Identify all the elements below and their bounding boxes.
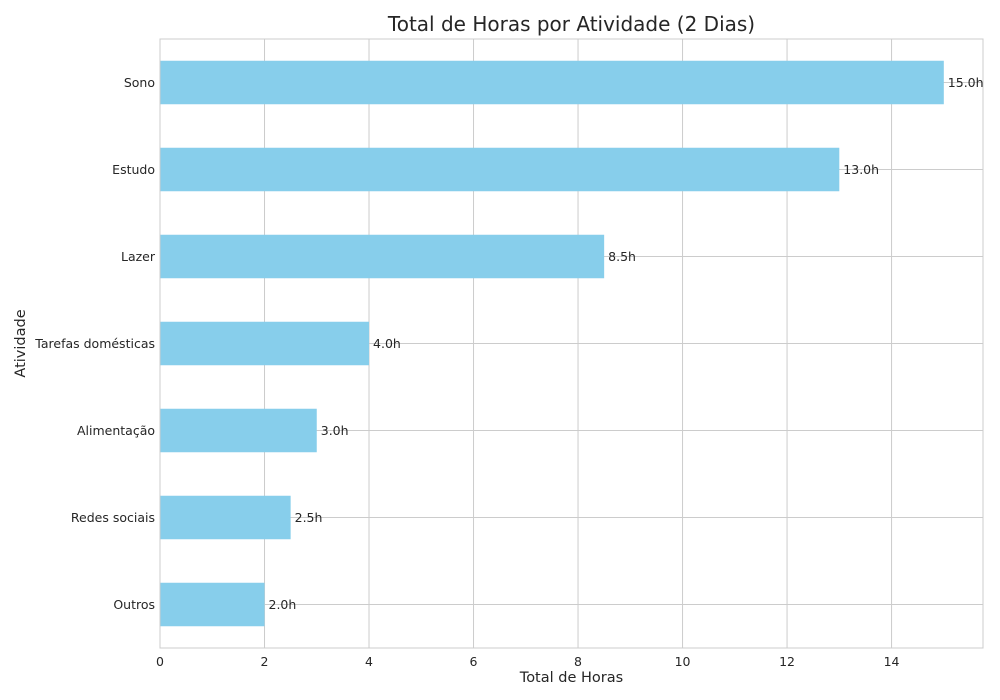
bar [160,408,317,453]
x-tick-label: 2 [261,654,269,669]
bar [160,582,265,627]
y-tick-label: Tarefas domésticas [34,336,155,351]
y-tick-label: Lazer [121,249,156,264]
x-ticks: 0 2 4 6 8 10 12 14 [156,654,900,669]
data-label: 3.0h [321,423,349,438]
bar [160,147,840,192]
y-tick-label: Alimentação [77,423,155,438]
x-tick-label: 8 [574,654,582,669]
x-tick-label: 6 [470,654,478,669]
bar [160,234,605,279]
plot-frame [159,38,984,649]
y-tick-label: Estudo [112,162,155,177]
data-label: 13.0h [843,162,879,177]
y-ticks: Sono Estudo Lazer Tarefas domésticas Aliment… [34,75,156,612]
data-labels: 15.0h 13.0h 8.5h 4.0h 3.0h 2.5h 2.0h [269,75,984,612]
y-tick-label: Redes sociais [71,510,155,525]
x-tick-label: 4 [365,654,373,669]
chart-title: Total de Horas por Atividade (2 Dias) [387,12,755,36]
bar [160,321,370,366]
data-label: 2.0h [269,597,297,612]
data-label: 4.0h [373,336,401,351]
x-axis-label: Total de Horas [519,670,623,686]
x-tick-label: 12 [779,654,795,669]
data-label: 2.5h [295,510,323,525]
bar [160,495,291,540]
bars [160,60,944,627]
y-axis-label: Atividade [13,309,29,377]
bar [160,60,944,105]
x-tick-label: 10 [675,654,691,669]
y-tick-label: Outros [113,597,155,612]
data-label: 8.5h [608,249,636,264]
x-tick-label: 0 [156,654,164,669]
x-tick-label: 14 [884,654,900,669]
y-tick-label: Sono [124,75,155,90]
data-label: 15.0h [948,75,984,90]
